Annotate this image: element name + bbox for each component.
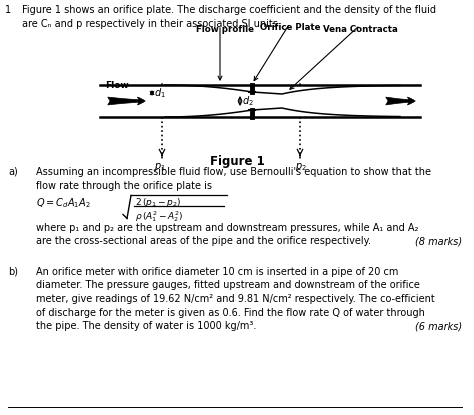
Text: diameter. The pressure gauges, fitted upstream and downstream of the orifice: diameter. The pressure gauges, fitted up… bbox=[36, 281, 420, 290]
Text: $Q = C_d A_1 A_2$: $Q = C_d A_1 A_2$ bbox=[36, 196, 91, 210]
Text: Flow profile: Flow profile bbox=[196, 25, 254, 34]
Text: Assuming an incompressible fluid flow, use Bernoulli's equation to show that the: Assuming an incompressible fluid flow, u… bbox=[36, 167, 431, 177]
Text: (6 marks): (6 marks) bbox=[415, 321, 462, 331]
Text: flow rate through the orifice plate is: flow rate through the orifice plate is bbox=[36, 181, 212, 190]
Text: of discharge for the meter is given as 0.6. Find the flow rate Q of water throug: of discharge for the meter is given as 0… bbox=[36, 308, 425, 318]
Text: $2\,(p_1 - p_2)$: $2\,(p_1 - p_2)$ bbox=[135, 196, 182, 210]
Text: Flow: Flow bbox=[105, 81, 129, 90]
Text: $d_1$: $d_1$ bbox=[154, 86, 166, 100]
Text: b): b) bbox=[8, 267, 18, 277]
Text: $p_1$: $p_1$ bbox=[154, 161, 166, 173]
Text: Figure 1 shows an orifice plate. The discharge coefficient and the density of th: Figure 1 shows an orifice plate. The dis… bbox=[22, 5, 436, 15]
Text: Figure 1: Figure 1 bbox=[210, 155, 264, 168]
Text: (8 marks): (8 marks) bbox=[415, 236, 462, 246]
Text: are the cross-sectional areas of the pipe and the orifice respectively.: are the cross-sectional areas of the pip… bbox=[36, 236, 371, 246]
Text: meter, give readings of 19.62 N/cm² and 9.81 N/cm² respectively. The co-efficien: meter, give readings of 19.62 N/cm² and … bbox=[36, 294, 435, 304]
Text: $\rho\,(A_1^2 - A_2^2)$: $\rho\,(A_1^2 - A_2^2)$ bbox=[135, 209, 183, 224]
Text: Orifice Plate: Orifice Plate bbox=[260, 23, 320, 32]
Text: the pipe. The density of water is 1000 kg/m³.: the pipe. The density of water is 1000 k… bbox=[36, 321, 256, 331]
Text: Vena Contracta: Vena Contracta bbox=[323, 25, 397, 34]
Text: 1: 1 bbox=[5, 5, 11, 15]
Text: a): a) bbox=[8, 167, 18, 177]
Text: $p_2$: $p_2$ bbox=[295, 161, 307, 173]
Text: $d_2$: $d_2$ bbox=[242, 94, 254, 108]
Text: where p₁ and p₂ are the upstream and downstream pressures, while A₁ and A₂: where p₁ and p₂ are the upstream and dow… bbox=[36, 223, 419, 233]
Text: An orifice meter with orifice diameter 10 cm is inserted in a pipe of 20 cm: An orifice meter with orifice diameter 1… bbox=[36, 267, 398, 277]
Text: are Cₙ and p respectively in their associated SI units.: are Cₙ and p respectively in their assoc… bbox=[22, 19, 281, 29]
